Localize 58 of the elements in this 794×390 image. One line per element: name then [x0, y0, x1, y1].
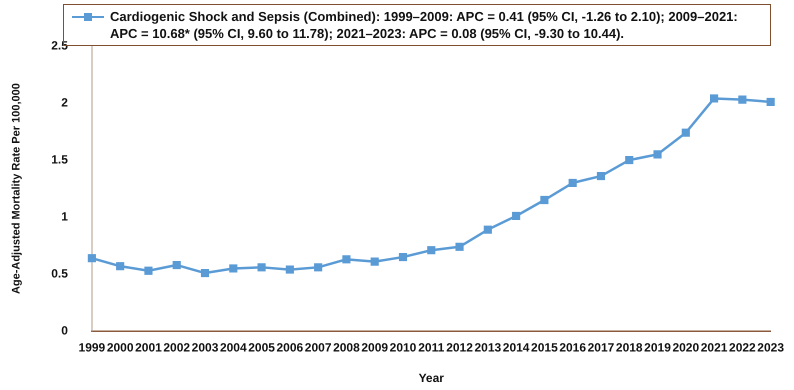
x-tick-label: 2008: [333, 340, 360, 355]
y-tick-label: 0.5: [51, 266, 68, 280]
point: [257, 263, 266, 272]
x-tick-label: 2007: [304, 340, 332, 355]
y-tick-label: 1.5: [51, 152, 68, 166]
point: [540, 196, 548, 204]
x-tick-label: 2015: [531, 340, 558, 355]
point: [200, 268, 210, 278]
x-tick-label: 2011: [418, 340, 445, 355]
x-tick-label: 2004: [220, 340, 247, 355]
point: [314, 263, 322, 272]
point: [229, 264, 238, 273]
point: [682, 128, 690, 137]
x-tick-label: 2014: [502, 340, 530, 355]
x-tick-label: 2006: [276, 340, 304, 355]
x-tick-label: 2003: [192, 340, 219, 355]
point: [710, 94, 718, 103]
x-tick-label: 2022: [729, 340, 756, 355]
x-tick-label: 2005: [248, 340, 276, 355]
y-tick-label: 2: [61, 95, 68, 110]
point: [625, 156, 634, 164]
y-tick-label: 1: [61, 209, 68, 224]
x-tick-label: 2016: [559, 340, 586, 355]
point: [342, 255, 350, 264]
point: [484, 226, 492, 234]
point: [370, 258, 379, 266]
point: [455, 242, 464, 251]
x-tick-label: 2000: [106, 340, 134, 355]
y-tick-label: 0: [61, 324, 68, 338]
point: [596, 172, 606, 180]
y-axis-title: Age-Adjusted Mortality Rate Per 100,000: [10, 83, 23, 294]
x-axis-title: Year: [418, 371, 444, 386]
x-tick-label: 2013: [474, 340, 502, 355]
point: [286, 266, 294, 274]
x-tick-label: 2021: [700, 340, 728, 355]
point: [568, 178, 577, 187]
point: [512, 212, 520, 220]
legend-label: Cardiogenic Shock and Sepsis (Combined): 1999–2009: APC = 0.41 (95% CI, -1.26 to 2.10); 2009–2021: APC = 10.68* (95% CI, 9.60 to 11.78); 2021–2023: APC = 0.08 (95% CI, -9.30 to 10.44).: [110, 8, 739, 42]
x-tick-label: 2001: [135, 340, 162, 355]
point: [766, 98, 775, 106]
x-tick-label: 2009: [361, 340, 388, 355]
point: [427, 246, 436, 254]
x-tick-label: 2012: [446, 340, 474, 355]
point: [738, 96, 746, 104]
point: [144, 266, 153, 275]
point: [172, 260, 181, 270]
x-tick-label: 1999: [78, 340, 106, 355]
point: [88, 254, 96, 262]
x-tick-label: 2010: [390, 340, 417, 355]
x-tick-label: 2017: [588, 340, 615, 355]
x-tick-label: 2020: [672, 340, 700, 355]
x-tick-label: 2019: [644, 340, 672, 355]
point: [116, 262, 124, 270]
point: [398, 252, 408, 262]
point: [653, 150, 662, 158]
x-tick-label: 2018: [616, 340, 643, 355]
x-tick-label: 2002: [163, 340, 190, 355]
x-tick-label: 2023: [757, 340, 784, 355]
